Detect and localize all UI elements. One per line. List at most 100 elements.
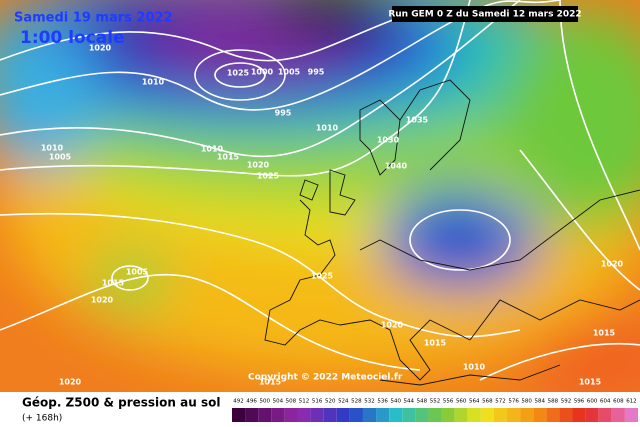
- color-scale: 492 496 500 504 508 512 516 520 524 528 532 536 540 5…: [232, 399, 638, 422]
- scale-swatch: [598, 408, 612, 422]
- scale-swatch: [297, 408, 311, 422]
- scale-swatch: [493, 408, 508, 422]
- scale-swatch: [611, 408, 625, 422]
- isobar-label: 1000: [251, 68, 274, 77]
- scale-label: 520: [325, 399, 336, 405]
- scale-swatch: [349, 408, 363, 422]
- isobar-label: 1025: [257, 172, 280, 181]
- scale-label: 596: [574, 399, 585, 405]
- scale-label: 528: [351, 399, 362, 405]
- scale-label: 600: [587, 399, 598, 405]
- isobar-label: 1015: [217, 153, 240, 162]
- scale-swatch: [389, 408, 403, 422]
- isobar-label: 1015: [259, 378, 282, 387]
- isobar-label: 1020: [91, 296, 114, 305]
- isobar-label: 1035: [406, 116, 429, 125]
- scale-label: 532: [364, 399, 375, 405]
- run-info: Run GEM 0 Z du Samedi 12 mars 2022: [388, 10, 581, 20]
- isobar-label: 1005: [126, 268, 149, 277]
- scale-swatch: [284, 408, 298, 422]
- scale-swatch: [559, 408, 573, 422]
- scale-swatch: [572, 408, 586, 422]
- isobar-label: 1020: [247, 161, 270, 170]
- scale-label: 604: [600, 399, 611, 405]
- isobar-label: 1040: [385, 162, 408, 171]
- scale-swatch: [402, 408, 416, 422]
- isobar-label: 1020: [59, 378, 82, 387]
- scale-label: 560: [456, 399, 467, 405]
- scale-swatch: [454, 408, 468, 422]
- map-date: Samedi 19 mars 2022: [14, 11, 173, 26]
- scale-swatch: [520, 408, 534, 422]
- scale-label: 572: [495, 399, 506, 405]
- scale-swatch: [310, 408, 324, 422]
- geopotential-field: [0, 0, 640, 392]
- scale-swatch: [624, 408, 638, 422]
- scale-swatch: [232, 408, 246, 422]
- scale-label: 504: [273, 399, 284, 405]
- isobar-label: 995: [308, 68, 325, 77]
- scale-label: 564: [469, 399, 480, 405]
- isobar-label: 1020: [89, 44, 112, 53]
- scale-label: 500: [259, 399, 270, 405]
- scale-label: 568: [482, 399, 493, 405]
- scale-swatch: [258, 408, 272, 422]
- isobar-label: 1010: [41, 144, 64, 153]
- scale-label: 508: [286, 399, 297, 405]
- isobar-label: 1015: [424, 339, 447, 348]
- scale-label: 548: [417, 399, 428, 405]
- footer-title: Géop. Z500 & pression au sol: [22, 396, 220, 410]
- scale-label: 584: [535, 399, 546, 405]
- isobar-label: 1025: [227, 69, 250, 78]
- isobar-label: 1015: [102, 279, 125, 288]
- scale-label: 580: [521, 399, 532, 405]
- scale-swatch: [480, 408, 494, 422]
- scale-label: 608: [613, 399, 624, 405]
- isobar-label: 1015: [579, 378, 602, 387]
- isobar-label: 1010: [316, 124, 339, 133]
- isobars: [0, 0, 640, 381]
- isobar-label: 1025: [311, 272, 334, 281]
- run-box: [392, 6, 578, 22]
- scale-swatch: [336, 408, 350, 422]
- isobar-label: 1020: [601, 260, 624, 269]
- scale-swatch: [585, 408, 599, 422]
- scale-label: 592: [561, 399, 572, 405]
- scale-label: 492: [233, 399, 244, 405]
- scale-label: 552: [430, 399, 441, 405]
- isobar-label: 995: [275, 109, 292, 118]
- scale-label: 544: [404, 399, 415, 405]
- scale-swatch: [376, 408, 390, 422]
- scale-label: 556: [443, 399, 454, 405]
- scale-swatch: [533, 408, 547, 422]
- scale-swatch: [245, 408, 259, 422]
- scale-swatch: [441, 408, 455, 422]
- scale-swatch: [362, 408, 377, 422]
- scale-label: 576: [508, 399, 519, 405]
- isobar-label: 1030: [377, 136, 400, 145]
- isobar-label: 1010: [201, 145, 224, 154]
- scale-swatch: [507, 408, 521, 422]
- scale-label: 512: [299, 399, 310, 405]
- isobar-label: 1005: [49, 153, 72, 162]
- scale-label: 496: [246, 399, 257, 405]
- isobar-label: 1005: [278, 68, 301, 77]
- isobar-label: 1010: [463, 363, 486, 372]
- scale-swatch: [271, 408, 285, 422]
- scale-swatch: [467, 408, 481, 422]
- scale-label: 516: [312, 399, 323, 405]
- scale-label: 524: [338, 399, 349, 405]
- local-time: 1:00 locale: [20, 28, 125, 48]
- scale-swatch: [323, 408, 337, 422]
- scale-label: 540: [390, 399, 401, 405]
- scale-label: 588: [548, 399, 559, 405]
- copyright: Copyright © 2022 Meteociel.fr: [248, 373, 403, 383]
- scale-swatch: [415, 408, 429, 422]
- isobar-label: 1010: [142, 78, 165, 87]
- scale-swatch: [428, 408, 442, 422]
- footer-subtitle: (+ 168h): [22, 414, 62, 424]
- scale-label: 536: [377, 399, 388, 405]
